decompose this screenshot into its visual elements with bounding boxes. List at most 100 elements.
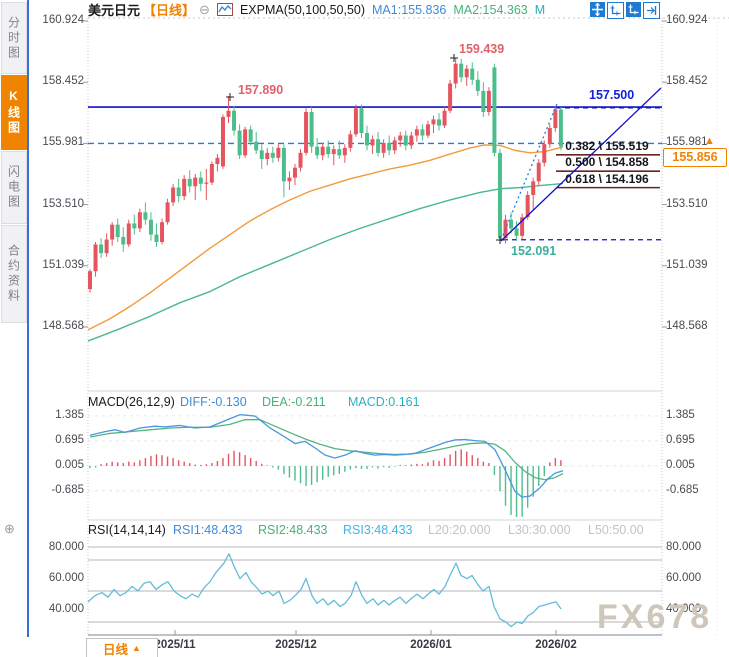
- indicator-label: EXPMA(50,100,50,50): [239, 2, 366, 17]
- axis-scale-active-icon[interactable]: [626, 2, 641, 17]
- chart-toolbar: [590, 2, 660, 19]
- candle: [392, 140, 397, 151]
- candle: [398, 135, 403, 141]
- candle: [420, 129, 425, 136]
- candle: [425, 124, 430, 136]
- candle: [470, 68, 475, 80]
- candle: [486, 90, 491, 112]
- candle: [143, 212, 148, 220]
- chart-type-sidebar: 分时图 K线图 闪电图 合约资料: [0, 0, 27, 657]
- fx678-watermark: FX678: [597, 598, 713, 636]
- sidebar-tab-time-chart[interactable]: 分时图: [1, 2, 27, 74]
- candle: [514, 228, 519, 236]
- collapse-right-icon[interactable]: [643, 2, 660, 19]
- chart-header: 美元日元 【日线】 ⊖ EXPMA(50,100,50,50) MA1:155.…: [88, 1, 546, 19]
- candle: [287, 177, 292, 182]
- candle: [409, 135, 414, 146]
- candle: [326, 146, 331, 155]
- candle: [281, 147, 286, 182]
- axis-scale-icon[interactable]: [607, 2, 624, 19]
- candle: [448, 83, 453, 111]
- period-selector[interactable]: 日线 ▲: [86, 638, 158, 657]
- rsi-panel-settings-icon[interactable]: ⊕: [4, 521, 15, 536]
- candle: [265, 152, 270, 160]
- candle: [104, 239, 109, 254]
- candle: [165, 202, 170, 223]
- candle: [553, 109, 558, 129]
- sidebar-tab-kline-chart[interactable]: K线图: [1, 75, 27, 150]
- period-label: 日线: [103, 642, 129, 657]
- candle: [270, 152, 275, 158]
- candle: [171, 187, 176, 203]
- candle: [536, 162, 541, 182]
- candle: [370, 139, 375, 146]
- candle: [193, 177, 198, 187]
- candle: [160, 222, 165, 243]
- ma2-line: [87, 182, 564, 342]
- sidebar-tab-contract-info[interactable]: 合约资料: [1, 225, 27, 323]
- candle: [93, 244, 98, 272]
- candle: [126, 223, 131, 245]
- candle: [387, 142, 392, 151]
- candle: [475, 79, 480, 91]
- fib-level-382: 0.382 \ 155.519: [565, 139, 649, 153]
- candle: [431, 119, 436, 125]
- price-up-arrow-icon: ▲: [704, 135, 715, 147]
- indicator-chart-icon[interactable]: [216, 3, 233, 16]
- candle: [110, 224, 115, 240]
- swing-high-label-2: 159.439: [459, 42, 505, 56]
- pan-crosshair-icon[interactable]: [590, 2, 605, 17]
- candle: [243, 129, 248, 156]
- resistance-label: 157.500: [589, 88, 635, 102]
- sidebar-tab-lightning-chart[interactable]: 闪电图: [1, 151, 27, 224]
- candle: [453, 63, 458, 84]
- period-tag: 【日线】: [143, 3, 196, 18]
- fib-level-500: 0.500 \ 154.858: [565, 155, 649, 169]
- candle: [176, 187, 181, 197]
- candle: [226, 110, 231, 117]
- candle: [342, 147, 347, 156]
- candle: [365, 133, 369, 146]
- trend-dotted-line: [500, 103, 558, 241]
- candle: [220, 116, 225, 167]
- candle: [464, 68, 469, 78]
- candle: [542, 144, 547, 163]
- trend-line: [500, 87, 662, 242]
- ma3-readout: M: [534, 2, 546, 17]
- candle: [520, 217, 525, 236]
- rsi-line: [87, 553, 562, 628]
- candle: [198, 177, 203, 184]
- candle: [309, 111, 314, 147]
- candle: [359, 108, 364, 134]
- candle: [298, 152, 303, 168]
- candle: [497, 152, 502, 239]
- current-price-badge: 155.856: [663, 148, 727, 167]
- candle: [337, 149, 342, 156]
- candle: [132, 223, 137, 229]
- candle: [187, 178, 192, 187]
- symbol-name: 美元日元: [88, 3, 141, 18]
- sidebar-divider: [27, 0, 29, 637]
- candle: [248, 129, 253, 142]
- candle: [381, 142, 386, 153]
- candle: [531, 181, 536, 195]
- swing-high-label-1: 157.890: [238, 83, 284, 97]
- ma1-line: [87, 144, 564, 331]
- candle: [121, 237, 126, 245]
- chevron-up-icon: ▲: [132, 643, 141, 653]
- candle: [348, 134, 353, 148]
- zoom-out-icon[interactable]: ⊖: [199, 1, 210, 17]
- swing-low-label: 152.091: [511, 244, 557, 258]
- candle: [353, 108, 358, 135]
- candle: [276, 147, 281, 158]
- candle: [442, 110, 447, 126]
- candle: [558, 109, 563, 147]
- candle: [403, 135, 408, 146]
- macd-diff-line: [89, 413, 564, 498]
- candle: [320, 146, 325, 156]
- candle: [481, 90, 486, 112]
- candle: [292, 167, 297, 178]
- candle: [182, 178, 187, 197]
